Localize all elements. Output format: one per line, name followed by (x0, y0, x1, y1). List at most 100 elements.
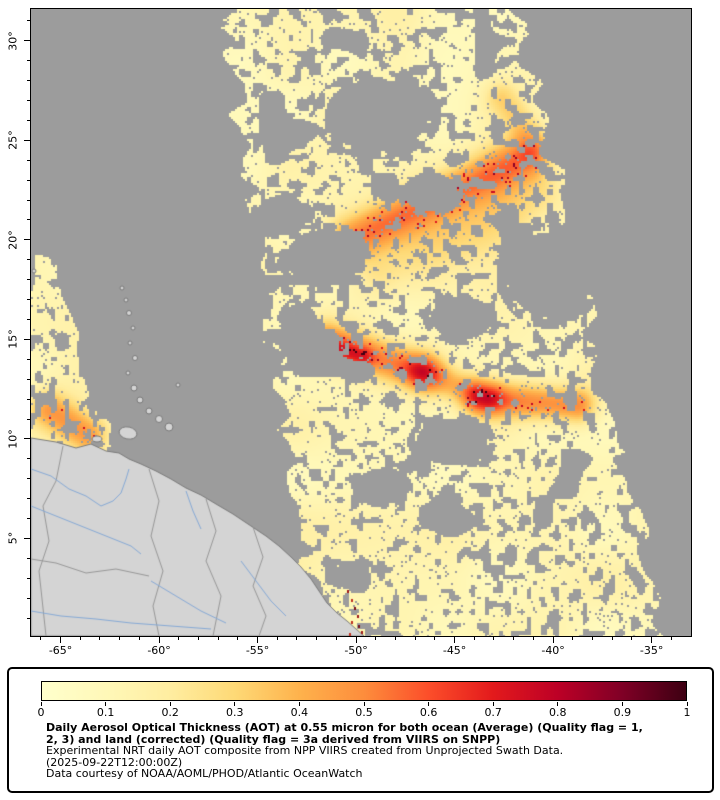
lon-tick-major (158, 637, 160, 643)
lat-tick-minor (27, 358, 30, 360)
lat-tick-minor (27, 398, 30, 400)
colorbar-tick-mark (169, 702, 171, 706)
caption-description-line: Experimental NRT daily AOT composite fro… (46, 744, 564, 758)
lat-tick-minor (27, 299, 30, 301)
lon-tick-label: -60° (147, 644, 171, 657)
colorbar-tick-mark (492, 702, 494, 706)
lat-tick-minor (27, 259, 30, 261)
lon-tick-minor (572, 637, 574, 640)
lat-tick-minor (27, 319, 30, 320)
colorbar-tick-mark (686, 702, 688, 706)
lat-tick-label: 15° (6, 329, 20, 350)
lat-tick-minor (27, 378, 30, 380)
lon-tick-minor (414, 637, 416, 640)
lon-tick-major (60, 637, 62, 643)
lon-tick-minor (493, 637, 495, 640)
lon-tick-minor (178, 637, 180, 640)
lon-tick-minor (40, 637, 42, 640)
lon-tick-minor (473, 637, 475, 640)
colorbar-tick-label: 0.1 (96, 706, 115, 719)
lat-tick-major (24, 338, 30, 340)
lat-tick-minor (27, 179, 30, 181)
colorbar-tick-label: 0.4 (290, 706, 309, 719)
lon-tick-minor (394, 637, 396, 640)
lat-tick-minor (27, 577, 30, 579)
lat-tick-minor (27, 557, 30, 559)
lat-tick-minor (27, 100, 30, 102)
lat-tick-minor (27, 418, 30, 420)
lon-tick-label: -65° (48, 644, 73, 657)
colorbar-tick-label: 0.2 (161, 706, 179, 719)
lon-tick-major (355, 637, 357, 643)
lon-tick-label: -50° (344, 644, 368, 657)
colorbar-tick-mark (298, 702, 300, 706)
lat-tick-major (24, 139, 30, 141)
colorbar-tick-label: 0.8 (549, 706, 567, 719)
lat-tick-minor (27, 617, 30, 619)
lat-tick-major (24, 438, 30, 440)
lat-tick-label: 10° (6, 429, 20, 449)
colorbar-tick-mark (621, 702, 623, 706)
lon-tick-minor (237, 637, 239, 640)
lon-tick-minor (434, 637, 436, 640)
lon-tick-label: -55° (245, 644, 270, 657)
lon-tick-minor (316, 637, 318, 640)
lon-tick-label: -45° (442, 644, 467, 657)
lat-tick-minor (27, 20, 30, 22)
lat-tick-label: 25° (6, 130, 20, 151)
lon-tick-label: -40° (541, 644, 565, 657)
lon-tick-minor (99, 637, 101, 640)
lat-tick-minor (27, 219, 30, 221)
colorbar-tick-mark (105, 702, 107, 706)
caption-credit: Data courtesy of NOAA/AOML/PHOD/Atlantic… (46, 767, 363, 781)
lon-tick-minor (611, 637, 613, 640)
aot-map-canvas (31, 9, 691, 636)
lon-tick-minor (335, 637, 337, 640)
colorbar-tick-label: 0.3 (226, 706, 244, 719)
colorbar-gradient (41, 681, 687, 701)
lon-tick-minor (138, 637, 140, 640)
lon-tick-major (552, 637, 554, 643)
colorbar-tick-label: 0.7 (484, 706, 502, 719)
colorbar-tick-label: 0 (37, 706, 45, 719)
colorbar-tick-label: 0.6 (419, 706, 438, 719)
lon-tick-major (454, 637, 456, 643)
lat-tick-label: 30° (6, 31, 20, 51)
map-panel (30, 8, 692, 637)
lat-tick-label: 5° (6, 532, 20, 545)
colorbar-tick-mark (428, 702, 430, 706)
lat-tick-minor (27, 119, 30, 121)
lon-tick-minor (79, 637, 81, 640)
lat-tick-major (24, 537, 30, 539)
colorbar-tick-mark (557, 702, 559, 706)
colorbar-tick-mark (234, 702, 236, 706)
lat-tick-minor (27, 518, 30, 520)
lon-tick-minor (670, 637, 672, 640)
lat-tick-minor (27, 80, 30, 82)
colorbar-tick-mark (363, 702, 365, 706)
colorbar-tick-label: 0.9 (613, 706, 632, 719)
lon-tick-minor (296, 637, 298, 640)
lon-tick-minor (375, 637, 377, 640)
lat-tick-minor (27, 597, 30, 599)
colorbar-tick-label: 1 (683, 706, 691, 719)
lat-tick-minor (27, 199, 30, 201)
lon-tick-minor (119, 637, 121, 640)
lon-tick-label: -35° (639, 644, 664, 657)
caption-title-line-1: Daily Aerosol Optical Thickness (AOT) at… (46, 721, 643, 734)
lon-tick-minor (513, 637, 515, 640)
lat-tick-minor (27, 458, 30, 460)
lon-tick-minor (276, 637, 278, 640)
lat-tick-minor (27, 498, 30, 500)
lat-tick-minor (27, 279, 30, 281)
lon-tick-minor (532, 637, 534, 640)
lon-tick-minor (197, 637, 199, 640)
lat-tick-major (24, 239, 30, 241)
lat-tick-minor (27, 478, 30, 480)
colorbar-tick-label: 0.5 (355, 706, 373, 719)
colorbar-tick-mark (40, 702, 42, 706)
lat-tick-major (24, 40, 30, 42)
lon-tick-minor (631, 637, 633, 640)
lat-tick-minor (27, 60, 30, 62)
